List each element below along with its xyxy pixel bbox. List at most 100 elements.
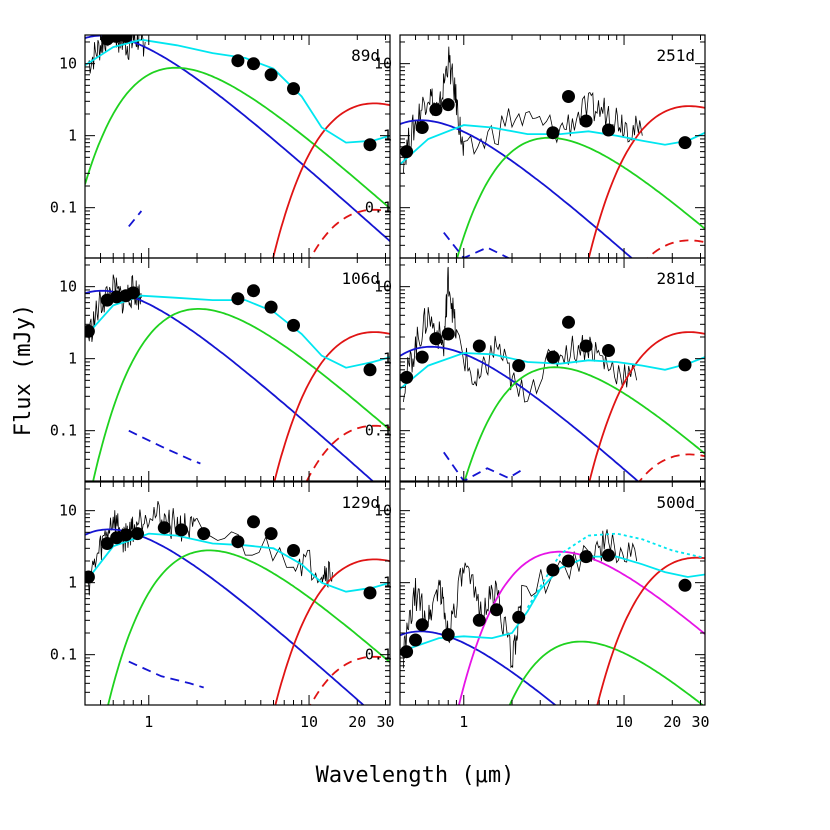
photometry-point (126, 286, 140, 300)
observed-spectrum (88, 274, 142, 342)
photometry-point (441, 327, 455, 341)
photometry-point (85, 324, 95, 338)
panel-epoch-label: 251d (656, 46, 695, 65)
y-tick-label: 0.1 (365, 422, 392, 440)
cold-dust-curve (596, 556, 705, 705)
y-tick-label: 10 (59, 55, 77, 73)
panel-plot-area (400, 46, 705, 258)
y-tick-label: 0.1 (365, 199, 392, 217)
y-axis-label: Flux (mJy) (11, 304, 36, 436)
photometry-point (415, 121, 429, 134)
photometry-point (490, 603, 503, 617)
photometry-point (579, 339, 593, 353)
total-model-curve (400, 124, 705, 165)
observed-spectrum (403, 46, 643, 174)
photometry-point (429, 103, 443, 117)
photometry-point (546, 350, 560, 364)
observed-spectrum (403, 266, 638, 403)
photometry-point (562, 90, 575, 103)
photometry-point (415, 350, 429, 364)
panel-500d: 0.1 1 10 1 10 20 30 500d (365, 481, 710, 731)
total-model-dotted (526, 532, 705, 609)
x-tick-label: 30 (376, 713, 394, 731)
y-tick-label: 0.1 (50, 422, 77, 440)
y-tick-label: 0.1 (50, 199, 77, 217)
photometry-point (678, 358, 692, 372)
cold-dust-dashed-curve (309, 208, 390, 258)
photometry-point (363, 138, 377, 152)
observed-spectrum (403, 529, 638, 669)
panel-plot-area (85, 274, 390, 481)
cold-dust-dashed-curve (646, 239, 705, 258)
cold-dust-curve (273, 331, 390, 481)
x-axis-label: Wavelength (μm) (316, 763, 515, 788)
photometry-point (409, 633, 422, 647)
panel-frame (84, 481, 391, 706)
total-model-curve (400, 352, 705, 390)
y-tick-label: 1 (383, 127, 392, 145)
line-emission-dashed (128, 210, 143, 227)
panel-epoch-label: 500d (656, 493, 695, 512)
photometry-point (678, 136, 692, 150)
x-tick-label: 20 (348, 713, 366, 731)
y-tick-label: 10 (374, 278, 392, 296)
photometry-point (472, 339, 486, 353)
hot-component-curve (400, 345, 640, 481)
y-tick-label: 1 (68, 574, 77, 592)
observed-spectrum (88, 35, 146, 74)
photometry-point (231, 535, 245, 549)
line-emission-dashed (128, 660, 204, 689)
panel-281d: 0.1 1 10 281d (365, 257, 706, 482)
y-tick-label: 10 (59, 502, 77, 520)
photometry-point (512, 610, 526, 624)
y-tick-label: 1 (68, 350, 77, 368)
line-emission-dashed (443, 232, 509, 258)
photometry-point (287, 318, 300, 332)
photometry-point (512, 359, 526, 373)
photometry-point (175, 523, 188, 537)
y-tick-label: 0.1 (365, 646, 392, 664)
photometry-point (85, 570, 95, 584)
y-tick-label: 0.1 (50, 646, 77, 664)
photometry-point (441, 628, 455, 642)
photometry-point (247, 515, 260, 529)
photometry-point (400, 370, 414, 384)
cold-dust-curve (587, 105, 705, 258)
x-tick-label: 1 (459, 713, 468, 731)
warm-dust-curve (85, 66, 390, 210)
photometry-point (363, 586, 377, 600)
warm-dust-curve (463, 366, 705, 481)
photometry-point (441, 98, 455, 112)
warm-dust-curve (508, 640, 705, 705)
photometry-point (602, 123, 615, 137)
photometry-point (562, 315, 575, 329)
photometry-point (287, 82, 300, 96)
y-tick-label: 10 (374, 55, 392, 73)
cold-dust-curve (588, 331, 705, 481)
photometry-point (119, 528, 133, 542)
photometry-point (415, 618, 429, 632)
photometry-point (602, 344, 615, 357)
panel-epoch-label: 129d (341, 493, 380, 512)
photometry-point (264, 68, 278, 82)
panel-epoch-label: 106d (341, 269, 380, 288)
warm-dust-curve (92, 308, 390, 481)
x-tick-label: 10 (300, 713, 318, 731)
total-model-curve (400, 555, 705, 653)
photometry-point (287, 544, 300, 557)
cold-dust-dashed-curve (309, 655, 390, 705)
photometry-point (429, 332, 443, 346)
y-tick-label: 1 (383, 350, 392, 368)
y-tick-label: 10 (374, 502, 392, 520)
x-tick-label: 1 (144, 713, 153, 731)
photometry-point (157, 521, 171, 535)
observed-spectrum (88, 500, 333, 596)
cold-dust-curve (274, 558, 390, 705)
photometry-point (678, 578, 692, 592)
y-tick-label: 1 (383, 574, 392, 592)
warm-dust-alt-curve (458, 550, 705, 705)
photometry-point (546, 126, 560, 140)
photometry-point (131, 527, 144, 541)
y-tick-label: 1 (68, 127, 77, 145)
